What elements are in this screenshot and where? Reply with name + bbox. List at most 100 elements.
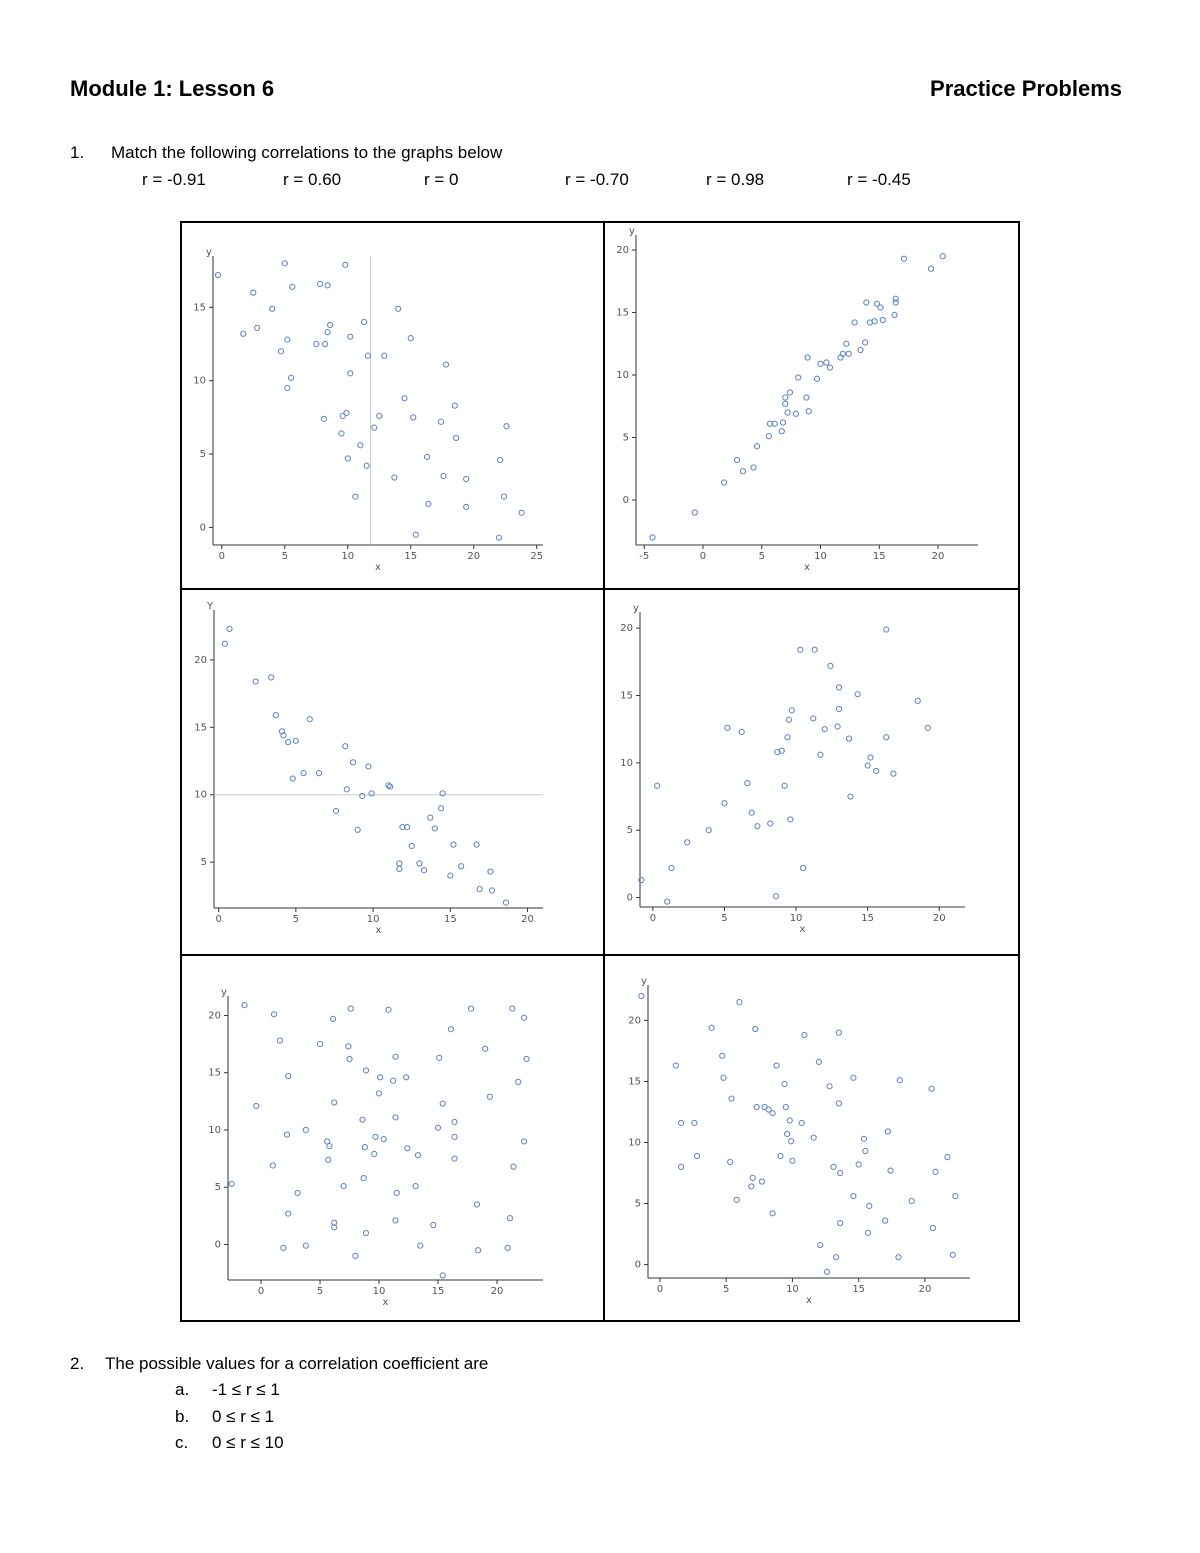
- y-tick-label: 10: [628, 1137, 641, 1148]
- y-tick-label: 20: [194, 655, 207, 666]
- point: [854, 691, 861, 698]
- point: [749, 1174, 756, 1181]
- point: [855, 1161, 862, 1168]
- point: [883, 734, 890, 741]
- point: [410, 414, 417, 421]
- y-tick-label: 0: [627, 893, 633, 904]
- point: [835, 1029, 842, 1036]
- point: [830, 1163, 837, 1171]
- point: [691, 509, 698, 516]
- point: [283, 1131, 291, 1138]
- point: [343, 409, 350, 417]
- point: [375, 1090, 383, 1097]
- y-tick-label: 5: [215, 1182, 221, 1193]
- x-tick-label: 10: [367, 914, 380, 925]
- y-tick-label: 15: [194, 722, 207, 733]
- point: [896, 1077, 903, 1084]
- point: [748, 1183, 755, 1190]
- y-tick-label: 5: [627, 825, 633, 836]
- point: [392, 1053, 399, 1060]
- y-tick-label: 15: [616, 308, 629, 319]
- point: [767, 820, 774, 827]
- point: [399, 823, 406, 831]
- point: [252, 678, 259, 685]
- point: [364, 352, 372, 359]
- point: [771, 420, 778, 427]
- y-tick-label: 20: [628, 1015, 641, 1026]
- point: [835, 1100, 842, 1107]
- point: [361, 1144, 368, 1151]
- point: [412, 531, 419, 538]
- point: [476, 886, 483, 893]
- point: [833, 1254, 840, 1261]
- point: [839, 350, 846, 357]
- point: [850, 1074, 857, 1081]
- point: [396, 860, 403, 867]
- point: [420, 867, 428, 874]
- point: [864, 1229, 872, 1236]
- point: [347, 370, 354, 377]
- point: [823, 1268, 830, 1275]
- point: [362, 1229, 370, 1237]
- point: [867, 754, 874, 761]
- y-tick-label: 5: [623, 433, 629, 444]
- point: [344, 455, 351, 462]
- point: [269, 1162, 276, 1169]
- correlation-option: r = 0: [424, 170, 459, 189]
- point: [782, 400, 789, 407]
- x-tick-label: 20: [521, 914, 534, 925]
- point: [758, 1178, 766, 1185]
- x-tick-label: 10: [790, 913, 803, 924]
- point: [486, 1093, 494, 1100]
- point: [785, 716, 792, 723]
- point: [781, 782, 788, 789]
- point: [691, 1119, 698, 1127]
- point: [784, 1130, 791, 1138]
- point: [810, 715, 817, 722]
- point: [638, 992, 645, 1000]
- point: [250, 289, 257, 296]
- question-text: The possible values for a correlation co…: [105, 1354, 489, 1373]
- x-tick-label: 0: [219, 551, 225, 562]
- point: [804, 354, 811, 361]
- question-number: 2.: [70, 1354, 85, 1373]
- y-tick-label: 10: [616, 370, 629, 381]
- point: [451, 1133, 458, 1140]
- point: [395, 305, 402, 312]
- point: [363, 462, 370, 469]
- point: [321, 340, 329, 348]
- y-tick-label: 15: [193, 302, 206, 313]
- question-number: 1.: [70, 143, 85, 162]
- x-tick-label: 5: [293, 914, 299, 925]
- y-axis-label: y: [629, 226, 635, 237]
- choice-text: 0 ≤ r ≤ 10: [212, 1433, 284, 1452]
- x-tick-label: 15: [432, 1286, 445, 1297]
- y-tick-label: 0: [200, 522, 206, 533]
- point: [360, 1174, 367, 1182]
- point: [452, 434, 460, 442]
- point: [451, 1118, 458, 1126]
- point: [393, 1189, 400, 1197]
- point: [752, 1025, 759, 1033]
- point: [268, 674, 275, 681]
- point: [724, 724, 731, 731]
- y-tick-label: 20: [208, 1010, 221, 1021]
- x-tick-label: 5: [721, 913, 727, 924]
- x-tick-label: 5: [317, 1286, 323, 1297]
- x-tick-label: 0: [215, 914, 221, 925]
- point: [362, 1067, 370, 1074]
- y-tick-label: 10: [208, 1125, 221, 1136]
- point: [342, 743, 349, 750]
- x-tick-label: 25: [530, 551, 543, 562]
- point: [332, 807, 340, 815]
- y-tick-label: 5: [635, 1199, 641, 1210]
- point: [324, 282, 331, 289]
- point: [815, 1058, 823, 1066]
- point: [823, 359, 830, 366]
- point: [368, 790, 375, 797]
- point: [862, 339, 869, 346]
- point: [765, 1106, 772, 1113]
- point: [784, 734, 791, 741]
- point: [769, 1110, 776, 1117]
